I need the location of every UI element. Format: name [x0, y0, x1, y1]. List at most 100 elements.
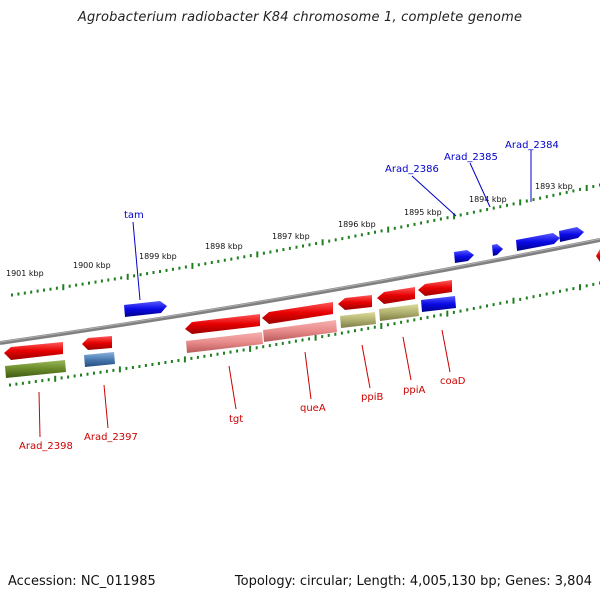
feature-tgt[interactable] [186, 332, 263, 353]
gene-reverse-edge[interactable] [596, 249, 600, 262]
major-tick [126, 273, 129, 280]
minor-tick [315, 242, 318, 245]
minor-tick [107, 278, 110, 282]
major-tick [519, 199, 522, 206]
gene-arad-2386[interactable] [454, 250, 474, 263]
minor-tick [452, 310, 455, 314]
minor-tick [210, 261, 213, 264]
minor-tick [545, 292, 548, 296]
minor-tick [373, 325, 376, 329]
minor-tick [439, 217, 442, 221]
minor-tick [113, 277, 116, 281]
minor-tick [334, 332, 337, 336]
tick-label: 1901 kbp [6, 269, 44, 278]
major-tick [256, 251, 259, 258]
minor-tick [472, 307, 475, 310]
minor-tick [486, 304, 488, 308]
gene-label-arad-2386: Arad_2386 [385, 164, 439, 175]
minor-tick [466, 308, 469, 312]
tick-labels: 1901 kbp 1900 kbp 1899 kbp 1898 kbp 1897… [6, 182, 573, 278]
minor-tick [171, 267, 174, 271]
minor-tick [139, 273, 142, 277]
minor-tick [466, 212, 469, 216]
minor-tick [236, 256, 239, 260]
minor-tick [230, 257, 233, 261]
minor-tick [144, 364, 147, 367]
minor-tick [347, 235, 350, 239]
gene-arad-2397[interactable] [82, 336, 112, 350]
minor-tick [196, 355, 199, 359]
minor-tick [60, 376, 63, 380]
minor-tick [15, 382, 18, 386]
minor-tick [157, 362, 160, 365]
major-tick [585, 185, 588, 191]
minor-tick [262, 251, 265, 255]
minor-tick [138, 365, 141, 368]
minor-tick [243, 255, 246, 259]
minor-tick [406, 319, 409, 323]
minor-tick [374, 230, 376, 234]
tick-label: 1900 kbp [73, 261, 111, 270]
minor-tick [321, 335, 324, 339]
gene-arad-2398[interactable] [4, 342, 63, 360]
feature-arad-2397[interactable] [84, 352, 115, 367]
gene-tgt[interactable] [185, 314, 260, 334]
minor-tick [386, 323, 389, 327]
major-tick [380, 323, 383, 329]
minor-tick [165, 268, 168, 272]
tick-label: 1898 kbp [205, 242, 243, 251]
minor-tick [426, 315, 429, 319]
minor-tick [93, 371, 95, 375]
major-tick [387, 226, 390, 233]
tick-label: 1899 kbp [139, 252, 177, 261]
minor-tick [30, 290, 33, 294]
minor-tick [131, 366, 134, 369]
feature-arad-2398[interactable] [5, 360, 66, 378]
minor-tick [275, 249, 278, 253]
gene-quea[interactable] [262, 302, 333, 324]
gene-arad-2384[interactable] [516, 233, 560, 251]
minor-tick [190, 356, 193, 360]
accession-text: Accession: NC_011985 [8, 574, 156, 589]
feature-ppia[interactable] [379, 304, 419, 321]
feature-ppib[interactable] [340, 312, 376, 328]
minor-tick [413, 222, 416, 226]
gene-ppia[interactable] [377, 287, 415, 304]
minor-tick [210, 353, 212, 357]
feature-quea[interactable] [263, 320, 337, 342]
minor-tick [592, 185, 595, 188]
minor-tick [552, 291, 555, 295]
major-tick [314, 334, 317, 341]
minor-tick [100, 279, 103, 283]
minor-tick [367, 326, 370, 330]
gene-forward-edge[interactable] [559, 227, 584, 242]
gene-label-arad-2398: Arad_2398 [19, 441, 73, 452]
feature-coad[interactable] [421, 296, 456, 312]
minor-tick [88, 281, 90, 285]
minor-tick [288, 340, 291, 344]
minor-tick [133, 274, 136, 278]
minor-tick [433, 314, 436, 318]
minor-tick [400, 225, 403, 229]
minor-tick [203, 354, 206, 358]
minor-tick [43, 288, 45, 292]
major-tick [249, 345, 252, 352]
minor-tick [340, 331, 343, 335]
minor-tick [419, 317, 422, 321]
forward-genes [124, 227, 584, 317]
gene-ppib[interactable] [338, 295, 372, 310]
minor-tick [9, 383, 11, 387]
major-tick [118, 366, 121, 373]
gene-arad-2385[interactable] [492, 244, 503, 256]
gene-coad[interactable] [418, 280, 452, 296]
minor-tick [532, 295, 535, 299]
minor-tick [282, 248, 285, 252]
minor-tick [479, 209, 482, 213]
gene-label-ppia: ppiA [403, 385, 425, 396]
minor-tick [294, 339, 297, 343]
gene-tam[interactable] [124, 301, 167, 317]
major-tick [62, 284, 65, 291]
major-tick [54, 375, 57, 382]
minor-tick [565, 190, 568, 194]
minor-tick [197, 263, 200, 267]
